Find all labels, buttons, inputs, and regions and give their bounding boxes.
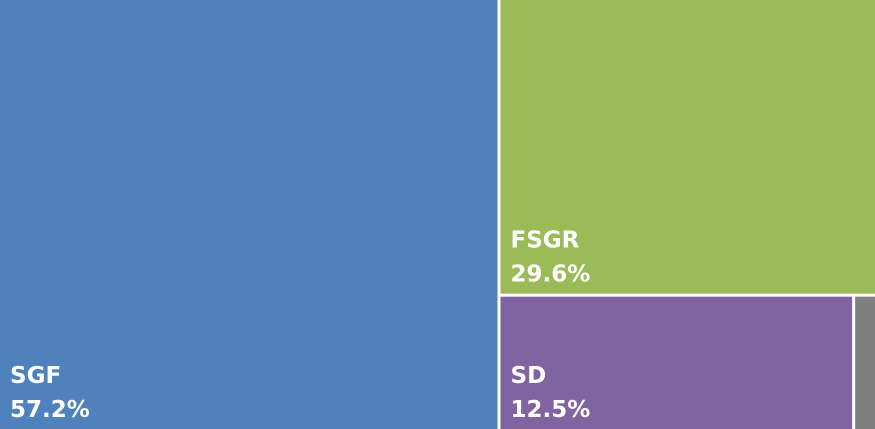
tile	[500, 0, 875, 294]
tile-value-label: 12.5%	[511, 397, 591, 423]
tile-label: SD	[511, 363, 547, 389]
tile-label: FSGR	[511, 228, 580, 254]
tile	[855, 296, 875, 429]
tile-label: SGF	[10, 363, 61, 389]
tile	[0, 0, 498, 429]
tile-value-label: 57.2%	[10, 397, 90, 423]
tile-value-label: 29.6%	[511, 262, 591, 288]
tile	[500, 296, 853, 429]
